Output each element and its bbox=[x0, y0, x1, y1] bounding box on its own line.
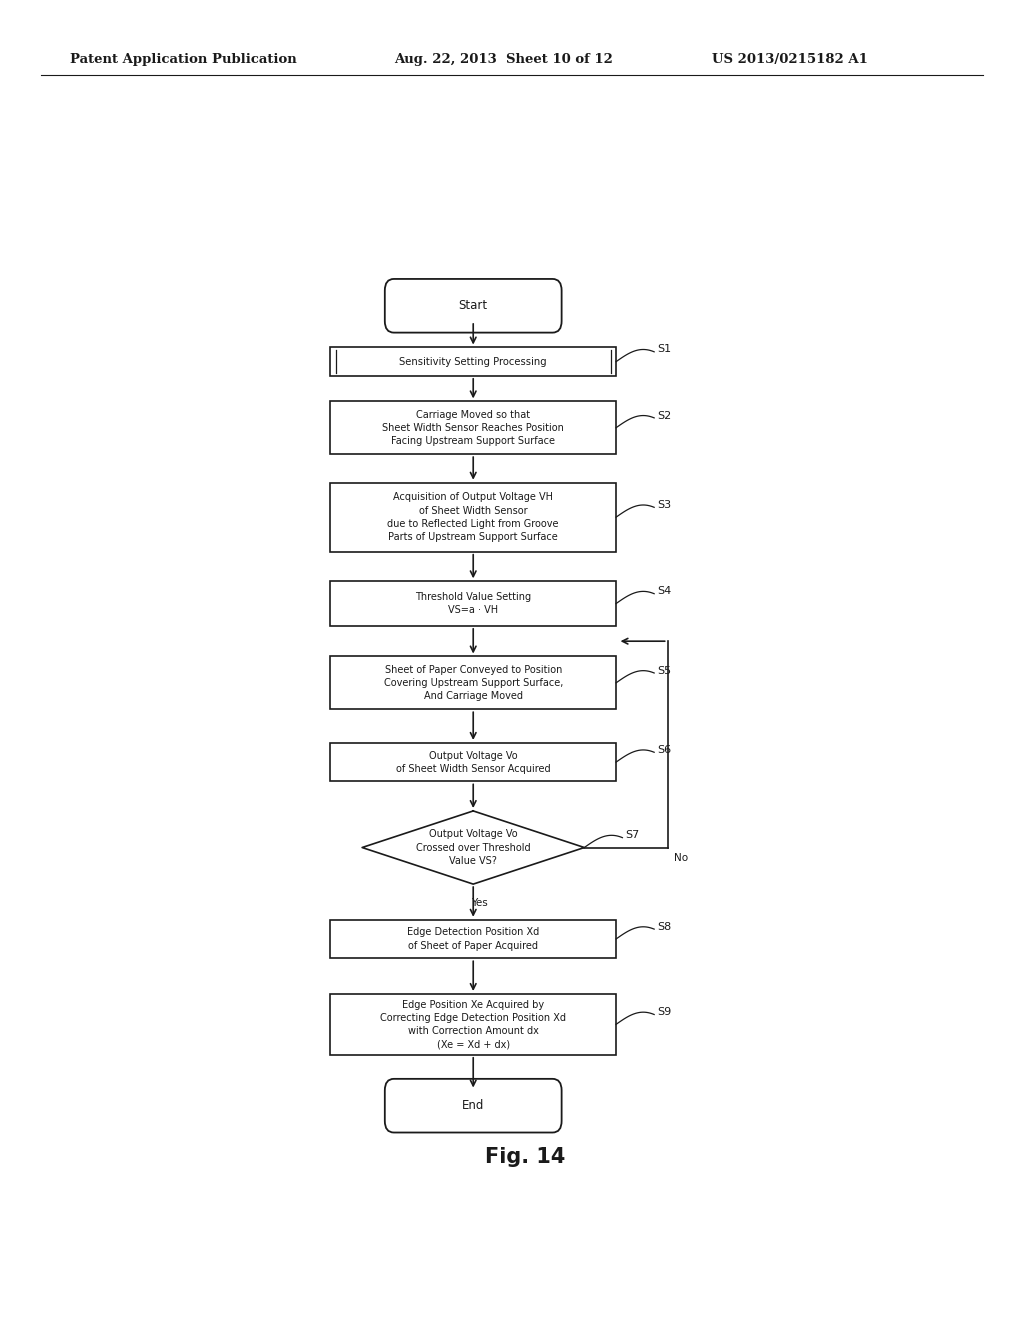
FancyBboxPatch shape bbox=[385, 1078, 561, 1133]
Text: Carriage Moved so that
Sheet Width Sensor Reaches Position
Facing Upstream Suppo: Carriage Moved so that Sheet Width Senso… bbox=[382, 409, 564, 446]
Bar bbox=[331, 581, 616, 626]
Text: Output Voltage Vo
Crossed over Threshold
Value VS?: Output Voltage Vo Crossed over Threshold… bbox=[416, 829, 530, 866]
FancyBboxPatch shape bbox=[385, 279, 561, 333]
Text: Start: Start bbox=[459, 300, 487, 313]
Text: S9: S9 bbox=[657, 1007, 672, 1018]
Bar bbox=[331, 994, 616, 1055]
Text: S7: S7 bbox=[626, 830, 640, 841]
Text: S6: S6 bbox=[657, 744, 672, 755]
Text: S3: S3 bbox=[657, 500, 672, 510]
Text: S1: S1 bbox=[657, 345, 672, 355]
Bar bbox=[331, 401, 616, 454]
Text: Edge Detection Position Xd
of Sheet of Paper Acquired: Edge Detection Position Xd of Sheet of P… bbox=[408, 928, 540, 950]
Text: Output Voltage Vo
of Sheet Width Sensor Acquired: Output Voltage Vo of Sheet Width Sensor … bbox=[396, 751, 551, 774]
Text: Yes: Yes bbox=[471, 899, 488, 908]
Bar bbox=[331, 920, 616, 958]
Bar bbox=[331, 483, 616, 552]
Bar bbox=[331, 347, 616, 376]
Text: No: No bbox=[674, 853, 688, 862]
Text: Threshold Value Setting
VS=a · VH: Threshold Value Setting VS=a · VH bbox=[415, 591, 531, 615]
Text: Edge Position Xe Acquired by
Correcting Edge Detection Position Xd
with Correcti: Edge Position Xe Acquired by Correcting … bbox=[380, 999, 566, 1049]
Bar bbox=[331, 743, 616, 781]
Text: US 2013/0215182 A1: US 2013/0215182 A1 bbox=[712, 53, 867, 66]
Polygon shape bbox=[362, 810, 585, 884]
Text: S8: S8 bbox=[657, 921, 672, 932]
Text: S4: S4 bbox=[657, 586, 672, 597]
Text: Sheet of Paper Conveyed to Position
Covering Upstream Support Surface,
And Carri: Sheet of Paper Conveyed to Position Cove… bbox=[384, 665, 563, 701]
Text: Sensitivity Setting Processing: Sensitivity Setting Processing bbox=[399, 356, 547, 367]
Text: Aug. 22, 2013  Sheet 10 of 12: Aug. 22, 2013 Sheet 10 of 12 bbox=[394, 53, 613, 66]
Bar bbox=[331, 656, 616, 709]
Text: Fig. 14: Fig. 14 bbox=[484, 1147, 565, 1167]
Text: End: End bbox=[462, 1100, 484, 1113]
Text: Patent Application Publication: Patent Application Publication bbox=[70, 53, 296, 66]
Text: S2: S2 bbox=[657, 411, 672, 421]
Text: S5: S5 bbox=[657, 665, 672, 676]
Text: Acquisition of Output Voltage VH
of Sheet Width Sensor
due to Reflected Light fr: Acquisition of Output Voltage VH of Shee… bbox=[387, 492, 559, 543]
